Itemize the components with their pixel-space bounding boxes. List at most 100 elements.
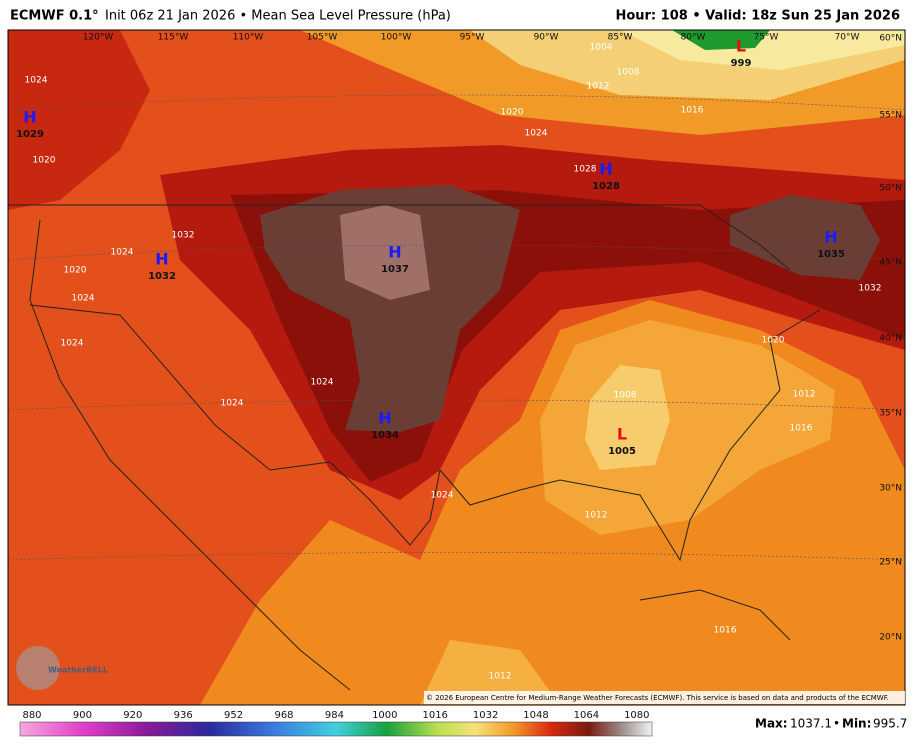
- contour-label: 1020: [762, 336, 785, 346]
- separator: •: [833, 717, 840, 731]
- longitude-label: 100°W: [381, 33, 412, 43]
- colorbar-tick-label: 936: [174, 710, 193, 721]
- contour-label: 1020: [501, 108, 524, 118]
- pressure-center-value: 1005: [608, 446, 636, 457]
- coast: [439, 309, 821, 562]
- pressure-center-value: 999: [731, 58, 752, 69]
- border: [29, 304, 441, 546]
- contour-label: 1024: [221, 399, 244, 409]
- logo-circle: [16, 646, 60, 690]
- longitude-label: 120°W: [83, 33, 114, 43]
- model-name: ECMWF 0.1°: [10, 9, 99, 24]
- contour-label: 1020: [64, 266, 87, 276]
- field-light-orange: [420, 640, 560, 705]
- longitude-label: 110°W: [233, 33, 264, 43]
- run-info: Init 06z 21 Jan 2026 • Mean Sea Level Pr…: [105, 9, 451, 24]
- credit-bg: [424, 691, 905, 704]
- field-pink: [340, 205, 430, 300]
- pressure-center-symbol: L: [736, 37, 746, 56]
- longitude-label: 90°W: [534, 33, 559, 43]
- graticule-line: [8, 244, 905, 261]
- pressure-center-value: 1032: [148, 271, 176, 282]
- contour-label: 1024: [311, 378, 334, 388]
- contour-label: 1012: [587, 82, 610, 92]
- contour-label: 1020: [33, 156, 56, 166]
- latitude-label: 45°N: [879, 258, 902, 268]
- colorbar-tick-label: 1032: [473, 710, 498, 721]
- logo: WeatherBELL: [16, 646, 108, 690]
- colorbar-tick-label: 880: [22, 710, 41, 721]
- colorbar-tick-label: 952: [224, 710, 243, 721]
- valid-time: Hour: 108 • Valid: 18z Sun 25 Jan 2026: [615, 9, 900, 24]
- latitude-label: 25°N: [879, 558, 902, 568]
- field-brown: [730, 195, 880, 280]
- contour-label: 1024: [111, 248, 134, 258]
- min-label: Min:: [842, 717, 871, 731]
- longitude-label: 95°W: [460, 33, 485, 43]
- latitude-label: 20°N: [879, 633, 902, 643]
- field-pale: [585, 365, 670, 470]
- contour-label: 1032: [859, 284, 882, 294]
- pressure-center-symbol: H: [378, 409, 391, 428]
- longitude-label: 85°W: [608, 33, 633, 43]
- field-green: [672, 30, 770, 50]
- contour-label: 1024: [525, 129, 548, 139]
- graticule-line: [8, 94, 905, 111]
- pressure-center-value: 1035: [817, 249, 845, 260]
- longitude-label: 115°W: [158, 33, 189, 43]
- coast: [29, 219, 351, 691]
- contour-label: 1012: [489, 672, 512, 682]
- logo-text: WeatherBELL: [48, 666, 108, 675]
- field-brown: [260, 185, 520, 432]
- contour-label: 1012: [793, 390, 816, 400]
- min-value: 995.7: [873, 717, 907, 731]
- latitude-label: 40°N: [879, 334, 902, 344]
- longitude-label: 80°W: [681, 33, 706, 43]
- colorbar-tick-label: 1016: [422, 710, 447, 721]
- pressure-center-symbol: H: [599, 160, 612, 179]
- coast: [639, 589, 791, 641]
- colorbar: [19, 721, 653, 737]
- contour-label: 1024: [72, 294, 95, 304]
- pressure-center-symbol: H: [23, 108, 36, 127]
- contour-label: 1016: [681, 106, 704, 116]
- longitude-label: 75°W: [754, 33, 779, 43]
- pressure-center-symbol: L: [617, 425, 627, 444]
- colorbar-tick-label: 1048: [523, 710, 548, 721]
- pressure-center-value: 1037: [381, 264, 409, 275]
- border: [8, 204, 791, 271]
- credit: © 2026 European Centre for Medium-Range …: [426, 694, 889, 702]
- graticule-line: [8, 399, 905, 411]
- pressure-center-symbol: H: [824, 228, 837, 247]
- latitude-label: 35°N: [879, 409, 902, 419]
- borders: [8, 204, 821, 691]
- contour-label: 1028: [574, 165, 597, 175]
- colorbar-tick-label: 900: [73, 710, 92, 721]
- colorbar-tick-label: 984: [325, 710, 344, 721]
- contour-label: 1016: [790, 424, 813, 434]
- colorbar-tick-label: 1000: [372, 710, 397, 721]
- contour-label: 1032: [172, 231, 195, 241]
- contour-label: 1024: [431, 491, 454, 501]
- colorbar-tick-label: 1080: [624, 710, 649, 721]
- latitude-label: 55°N: [879, 111, 902, 121]
- max-label: Max:: [755, 717, 788, 731]
- pressure-center-value: 1028: [592, 181, 620, 192]
- graticule: [8, 94, 905, 561]
- graticule-line: [8, 552, 905, 561]
- longitude-label: 105°W: [307, 33, 338, 43]
- latitude-label: 60°N: [879, 34, 902, 44]
- longitude-label: 70°W: [835, 33, 860, 43]
- latitude-label: 50°N: [879, 184, 902, 194]
- contour-label: 1008: [614, 391, 637, 401]
- max-value: 1037.1: [790, 717, 832, 731]
- contour-label: 1008: [617, 68, 640, 78]
- contour-label: 1004: [590, 43, 613, 53]
- contour-label: 1024: [25, 76, 48, 86]
- map-frame: [7, 29, 906, 706]
- pressure-center-value: 1029: [16, 129, 44, 140]
- contour-label: 1016: [714, 626, 737, 636]
- colorbar-tick-label: 1064: [574, 710, 599, 721]
